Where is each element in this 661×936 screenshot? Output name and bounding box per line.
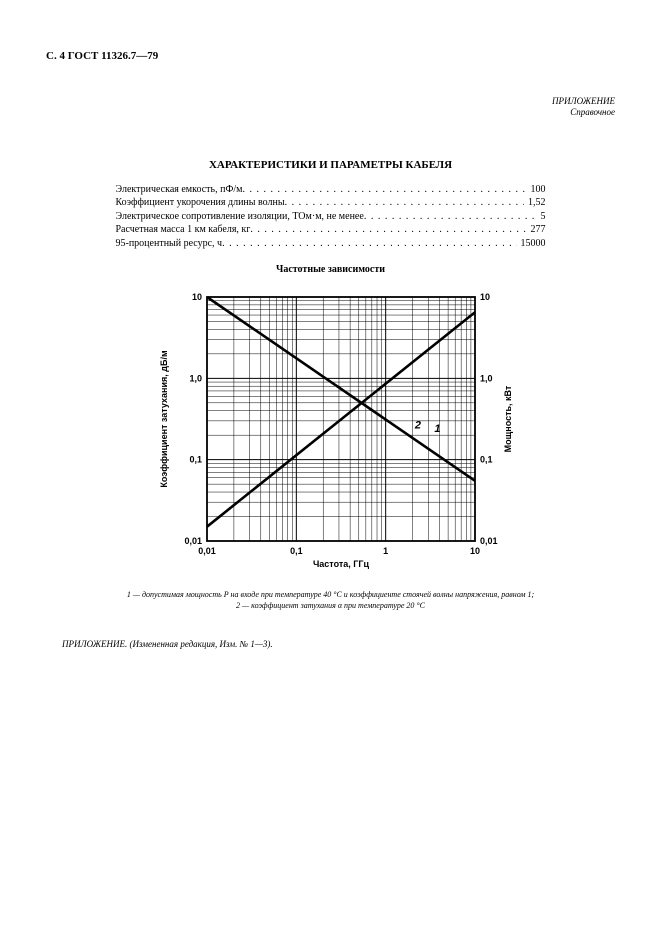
parameter-value: 15000 bbox=[517, 237, 546, 251]
svg-text:Частота, ГГц: Частота, ГГц bbox=[312, 559, 369, 569]
leader-dots bbox=[285, 196, 524, 210]
parameter-value: 277 bbox=[527, 223, 546, 237]
caption-line2: коэффициент затухания α при температуре … bbox=[251, 601, 425, 610]
svg-text:1: 1 bbox=[383, 546, 388, 556]
leader-dots bbox=[222, 237, 516, 251]
parameter-label: Расчетная масса 1 км кабеля, кг bbox=[116, 223, 251, 237]
svg-text:2: 2 bbox=[413, 420, 420, 432]
caption-line1: допустимая мощность P на входе при темпе… bbox=[142, 590, 534, 599]
parameter-row: Электрическое сопротивление изоляции, ТО… bbox=[116, 210, 546, 224]
parameter-list: Электрическая емкость, пФ/м100Коэффициен… bbox=[116, 183, 546, 251]
parameter-row: Коэффициент укорочения длины волны 1,52 bbox=[116, 196, 546, 210]
document-page: С. 4 ГОСТ 11326.7—79 ПРИЛОЖЕНИЕ Справочн… bbox=[0, 0, 661, 936]
parameter-label: 95-процентный ресурс, ч bbox=[116, 237, 223, 251]
svg-text:10: 10 bbox=[469, 546, 479, 556]
appendix-word: ПРИЛОЖЕНИЕ bbox=[46, 96, 615, 107]
svg-text:0,1: 0,1 bbox=[189, 455, 202, 465]
parameter-value: 5 bbox=[537, 210, 546, 224]
frequency-chart: 120,010,11100,010,11,0100,010,11,010Част… bbox=[141, 281, 521, 581]
svg-text:0,1: 0,1 bbox=[480, 455, 493, 465]
leader-dots bbox=[242, 183, 526, 197]
parameter-label: Электрическая емкость, пФ/м bbox=[116, 183, 243, 197]
svg-text:0,01: 0,01 bbox=[198, 546, 216, 556]
leader-dots bbox=[250, 223, 526, 237]
section-title: ХАРАКТЕРИСТИКИ И ПАРАМЕТРЫ КАБЕЛЯ bbox=[46, 159, 615, 171]
revision-note: ПРИЛОЖЕНИЕ. (Измененная редакция, Изм. №… bbox=[62, 639, 615, 649]
svg-text:0,1: 0,1 bbox=[290, 546, 303, 556]
chart-title: Частотные зависимости bbox=[46, 264, 615, 275]
page-header: С. 4 ГОСТ 11326.7—79 bbox=[46, 50, 615, 62]
caption-line2-prefix: 2 — bbox=[236, 601, 249, 610]
parameter-row: 95-процентный ресурс, ч 15000 bbox=[116, 237, 546, 251]
parameter-value: 100 bbox=[527, 183, 546, 197]
parameter-value: 1,52 bbox=[524, 196, 546, 210]
chart-caption: 1 — допустимая мощность P на входе при т… bbox=[46, 589, 615, 611]
appendix-label: ПРИЛОЖЕНИЕ Справочное bbox=[46, 96, 615, 119]
svg-text:1,0: 1,0 bbox=[480, 373, 493, 383]
svg-text:Мощность, кВт: Мощность, кВт bbox=[503, 385, 513, 452]
leader-dots bbox=[364, 210, 537, 224]
svg-text:1: 1 bbox=[434, 423, 440, 435]
svg-text:1,0: 1,0 bbox=[189, 373, 202, 383]
svg-text:Коэффициент затухания, дБ/м: Коэффициент затухания, дБ/м bbox=[159, 350, 169, 488]
caption-line1-prefix: 1 — bbox=[127, 590, 140, 599]
svg-text:10: 10 bbox=[480, 292, 490, 302]
svg-text:10: 10 bbox=[191, 292, 201, 302]
parameter-label: Коэффициент укорочения длины волны bbox=[116, 196, 285, 210]
parameter-row: Электрическая емкость, пФ/м 100 bbox=[116, 183, 546, 197]
parameter-row: Расчетная масса 1 км кабеля, кг 277 bbox=[116, 223, 546, 237]
svg-text:0,01: 0,01 bbox=[480, 536, 498, 546]
svg-text:0,01: 0,01 bbox=[184, 536, 202, 546]
parameter-label: Электрическое сопротивление изоляции, ТО… bbox=[116, 210, 364, 224]
appendix-kind: Справочное bbox=[46, 107, 615, 118]
